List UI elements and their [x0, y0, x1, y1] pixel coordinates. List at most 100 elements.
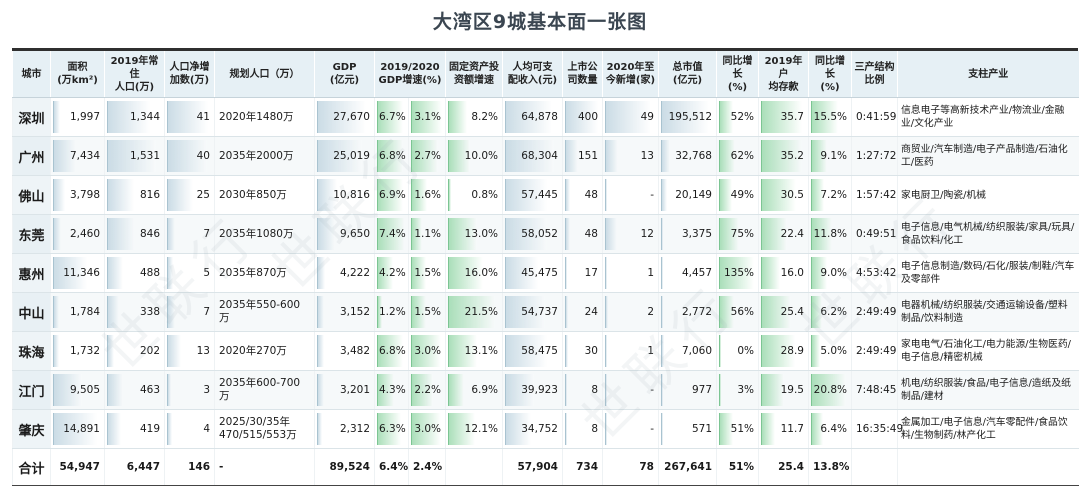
table-cell: 39,923: [502, 370, 563, 410]
cell-value: 16.0: [780, 267, 804, 279]
cell-value: 419: [139, 423, 160, 435]
table-cell: 419: [104, 409, 165, 449]
cell-value: 深圳: [18, 111, 45, 127]
cell-value: 10,816: [333, 189, 370, 201]
column-header: 支柱产业: [897, 51, 1079, 98]
cell-value: 13.0%: [464, 228, 498, 240]
table-cell: 3,152: [314, 292, 375, 332]
table-cell: 14,891: [50, 409, 105, 449]
cell-value: 2,312: [339, 423, 370, 435]
table-cell: 816: [104, 175, 165, 215]
cell-value: 1:57:42: [856, 189, 897, 201]
data-bar: [761, 257, 780, 289]
table-cell: 1,784: [50, 292, 105, 332]
table-cell: 2020年1480万: [214, 97, 315, 137]
cell-value: 1,344: [129, 111, 160, 123]
table-cell: 463: [104, 370, 165, 410]
cell-value: 合计: [18, 461, 45, 477]
cell-value: 13.8%: [813, 461, 850, 473]
cell-value: 4.3%: [379, 384, 406, 396]
table-cell: 400: [562, 97, 603, 137]
table-row: 江门 9,505 463 3 2035年600-700万 3,201 4.3% 2.2% 6.9…: [12, 370, 1079, 410]
data-bar: [53, 374, 82, 406]
cell-value: 珠海: [18, 345, 45, 361]
cell-value: 信息电子等高新技术产业/物流业/金融业/文化产业: [901, 105, 1065, 129]
data-bar: [167, 218, 175, 250]
data-bar: [377, 140, 403, 172]
cell-value: 东莞: [18, 228, 45, 244]
data-bar: [448, 257, 484, 289]
table-cell: 57,445: [502, 175, 563, 215]
table-cell: 54,737: [502, 292, 563, 332]
cell-value: 816: [139, 189, 160, 201]
data-bar: [317, 179, 337, 211]
cell-value: 52%: [730, 111, 754, 123]
table-cell: 58,475: [502, 331, 563, 371]
table-cell: 1.1%: [408, 214, 446, 254]
table-cell: -: [602, 175, 659, 215]
table-cell: 51%: [716, 409, 759, 449]
table-cell: 1: [602, 331, 659, 371]
cell-value: 5.0%: [820, 345, 847, 357]
cell-value: 24: [584, 306, 598, 318]
cell-value: 48: [584, 228, 598, 240]
cell-value: 2035年870万: [219, 266, 287, 279]
cell-value: 3,798: [69, 189, 100, 201]
cell-value: 电子信息/电气机械/纺织服装/家具/玩具/食品饮料/化工: [901, 222, 1075, 246]
data-bar: [565, 101, 598, 133]
table-cell: 4,222: [314, 253, 375, 293]
table-cell: 2.2%: [408, 370, 446, 410]
cell-value: 0%: [737, 345, 754, 357]
cell-value: 12.1%: [464, 423, 498, 435]
data-bar: [505, 335, 548, 367]
data-bar: [448, 413, 475, 445]
table-cell: 9,650: [314, 214, 375, 254]
cell-value: 89,524: [329, 461, 370, 473]
table-cell: 57,904: [502, 448, 563, 486]
data-bar: [505, 140, 555, 172]
table-cell: 1,344: [104, 97, 165, 137]
table-cell: 2035年2000万: [214, 136, 315, 176]
table-cell: 2035年550-600万: [214, 292, 315, 332]
table-cell: 571: [658, 409, 717, 449]
city-cell: 江门: [12, 370, 51, 410]
cell-value: 35.7: [780, 111, 804, 123]
table-cell: 267,641: [658, 448, 717, 486]
table-cell: 7,434: [50, 136, 105, 176]
cell-value: 16:35:49: [856, 423, 904, 435]
table-cell: 28.9: [758, 331, 809, 371]
data-bar: [377, 335, 403, 367]
data-bar: [811, 374, 847, 406]
cell-value: 机电/纺织服装/食品/电子信息/造纸及纸制品/建材: [901, 378, 1071, 402]
data-bar: [377, 296, 383, 328]
table-cell: 30.5: [758, 175, 809, 215]
data-bar: [605, 257, 608, 289]
city-cell: 深圳: [12, 97, 51, 137]
table-cell: 48: [562, 214, 603, 254]
data-bar: [53, 218, 62, 250]
cell-value: 9,505: [69, 384, 100, 396]
cell-value: 58,475: [521, 345, 558, 357]
table-cell: 56%: [716, 292, 759, 332]
city-data-table: 城市 面积 (万km²) 2019年常住 人口(万) 人口净增 加数(万) 规划人口（万） GD…: [12, 51, 1079, 486]
data-bar: [167, 179, 193, 211]
data-bar: [565, 413, 567, 445]
table-cell: 195,512: [658, 97, 717, 137]
data-bar: [448, 335, 477, 367]
city-cell: 合计: [12, 448, 51, 486]
cell-value: 1.6%: [414, 189, 441, 201]
table-cell: 0%: [716, 331, 759, 371]
data-bar: [719, 179, 733, 211]
table-cell: 2025/30/35年470/515/553万: [214, 409, 315, 449]
cell-value: 57,904: [517, 461, 558, 473]
table-cell: 202: [104, 331, 165, 371]
table-cell: 734: [562, 448, 603, 486]
table-cell: 64,878: [502, 97, 563, 137]
cell-value: 家电电气/石油化工/电力能源/生物医药/电子信息/精密机械: [901, 339, 1071, 363]
table-cell: 2,312: [314, 409, 375, 449]
cell-value: 195,512: [668, 111, 712, 123]
data-bar: [565, 218, 570, 250]
table-cell: [897, 448, 1079, 486]
cell-value: 电子信息制造/数码/石化/服装/制鞋/汽车及零部件: [901, 261, 1075, 285]
cell-value: 肇庆: [18, 423, 45, 439]
